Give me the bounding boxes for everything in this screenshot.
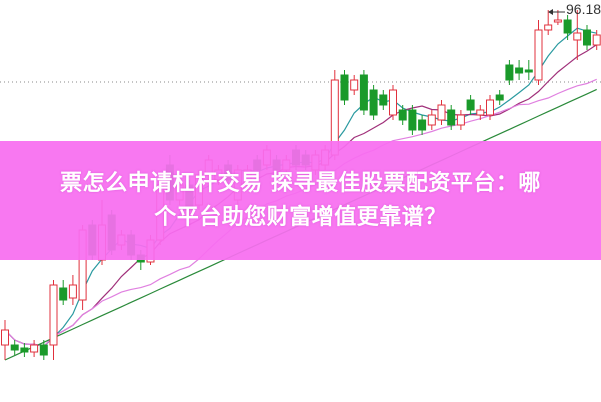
price-label: 96.18 [566, 1, 601, 17]
candle-body [563, 19, 572, 34]
headline-line-1: 票怎么申请杠杆交易 探寻最佳股票配资平台：哪 [60, 170, 541, 196]
candle-body [534, 29, 543, 81]
candle-body [524, 69, 533, 73]
candle-body [486, 99, 494, 116]
candle-body [340, 74, 349, 101]
candle-body [592, 34, 601, 46]
candle-body [30, 344, 39, 353]
candle-body [495, 94, 504, 101]
candle-body [466, 99, 475, 111]
candle-body [408, 109, 417, 131]
candle-body [68, 284, 77, 299]
candle-body [369, 89, 378, 116]
price-marker-arrow-icon [548, 9, 553, 15]
candle-body [39, 344, 48, 356]
candle-body [476, 109, 485, 116]
candle-body [59, 287, 68, 301]
candle-body [20, 347, 29, 353]
headline-line-2: 个平台助您财富增值更靠谱？ [154, 204, 447, 230]
candle-body [1, 329, 9, 346]
candle-body [359, 74, 368, 111]
candle-body [437, 104, 446, 121]
candle-body [583, 29, 591, 46]
candle-body [389, 89, 397, 116]
candle-body [350, 79, 359, 91]
candle-body [398, 109, 407, 121]
headline-banner: 票怎么申请杠杆交易 探寻最佳股票配资平台：哪 个平台助您财富增值更靠谱？ [0, 141, 601, 260]
candle-body [573, 32, 582, 41]
candle-body [427, 114, 436, 126]
candle-body [10, 344, 19, 351]
candle-body [544, 24, 553, 31]
candle-body [553, 19, 562, 23]
candle-body [379, 94, 388, 106]
candle-body [515, 67, 524, 74]
candle-body [447, 109, 456, 126]
candle-body [505, 64, 514, 81]
candle-body [418, 119, 427, 131]
candle-body [49, 284, 58, 346]
candle-body [456, 114, 465, 126]
